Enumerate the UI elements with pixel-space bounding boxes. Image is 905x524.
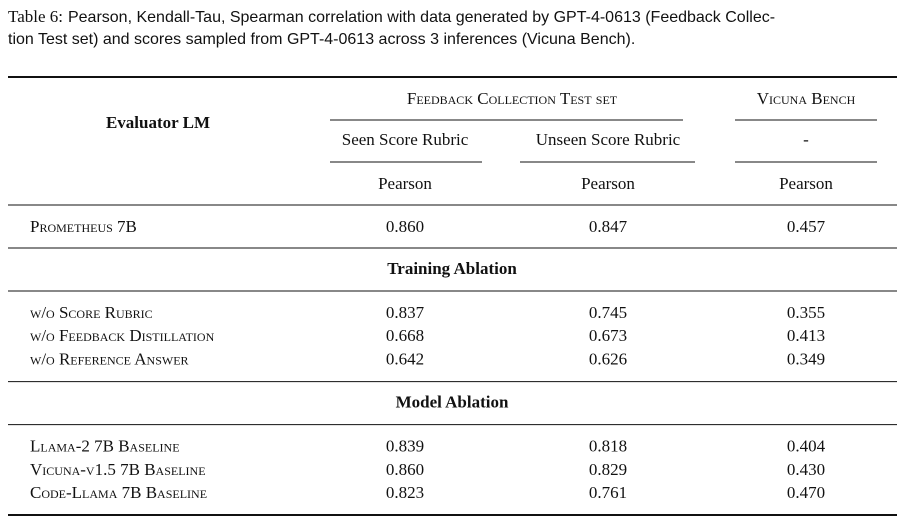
header-cell: Evaluator LM — [106, 113, 210, 132]
cell: 0.355 — [787, 303, 825, 322]
row-label: Vicuna-v1.5 7B Baseline — [30, 460, 206, 479]
row-label: Prometheus 7B — [30, 217, 137, 236]
cell: 0.404 — [787, 437, 826, 456]
caption-line: Table 6: Pearson, Kendall-Tau, Spearman c… — [8, 7, 775, 26]
header-cell: - — [803, 130, 809, 149]
section-title: Model Ablation — [396, 393, 509, 412]
header-cell: Pearson — [581, 174, 635, 193]
cell: 0.837 — [386, 303, 425, 322]
cell: 0.839 — [386, 437, 424, 456]
cell: 0.847 — [589, 217, 628, 236]
cell: 0.860 — [386, 217, 424, 236]
cell: 0.823 — [386, 483, 424, 502]
cell: 0.626 — [589, 350, 627, 369]
header-group: Feedback Collection Test set — [407, 89, 618, 108]
cell: 0.761 — [589, 483, 627, 502]
row-label: Code-Llama 7B Baseline — [30, 483, 207, 502]
cell: 0.457 — [787, 217, 826, 236]
header-group: Vicuna Bench — [757, 89, 856, 108]
cell: 0.673 — [589, 326, 627, 345]
cell: 0.818 — [589, 437, 627, 456]
row-label: w/o Score Rubric — [30, 303, 153, 322]
cell: 0.430 — [787, 460, 825, 479]
cell: 0.470 — [787, 483, 825, 502]
cell: 0.413 — [787, 326, 825, 345]
caption-text: tion Test set) and scores sampled from G… — [8, 31, 635, 48]
cell: 0.829 — [589, 460, 627, 479]
row-label: w/o Reference Answer — [30, 350, 189, 369]
row-label: w/o Feedback Distillation — [30, 326, 215, 345]
cell: 0.668 — [386, 326, 424, 345]
cell: 0.860 — [386, 460, 424, 479]
cell: 0.349 — [787, 350, 825, 369]
cell: 0.745 — [589, 303, 627, 322]
caption-label: Table 6: — [8, 7, 63, 26]
header-cell: Pearson — [779, 174, 833, 193]
cell: 0.642 — [386, 350, 424, 369]
header-cell: Unseen Score Rubric — [536, 130, 681, 149]
row-label: Llama-2 7B Baseline — [30, 437, 180, 456]
section-title: Training Ablation — [387, 259, 517, 278]
header-cell: Seen Score Rubric — [342, 130, 469, 149]
header-cell: Pearson — [378, 174, 432, 193]
caption-text: Pearson, Kendall-Tau, Spearman correlati… — [68, 9, 775, 26]
